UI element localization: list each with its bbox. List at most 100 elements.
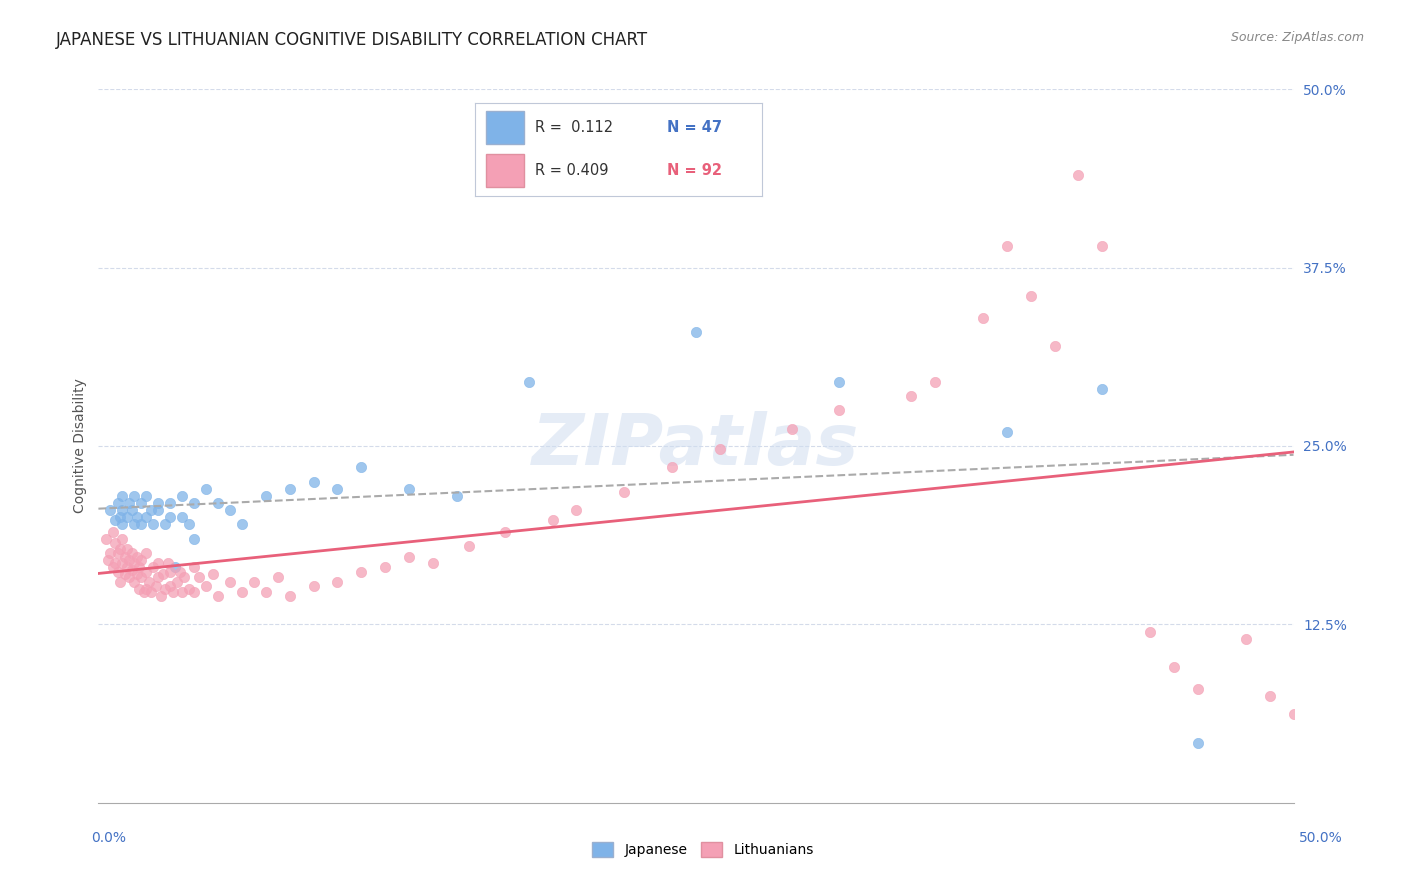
- Point: [156, 556, 179, 570]
- Point: [118, 553, 141, 567]
- Point: [118, 570, 141, 584]
- Point: [187, 570, 209, 584]
- Point: [243, 574, 266, 589]
- Point: [118, 496, 141, 510]
- Point: [374, 560, 396, 574]
- Point: [302, 475, 325, 489]
- Point: [148, 570, 170, 584]
- Point: [173, 570, 195, 584]
- Point: [135, 489, 157, 503]
- Point: [195, 482, 218, 496]
- Point: [172, 510, 194, 524]
- Point: [183, 560, 205, 574]
- Point: [828, 403, 851, 417]
- Point: [145, 579, 167, 593]
- Point: [159, 579, 181, 593]
- Point: [828, 375, 851, 389]
- Point: [148, 496, 170, 510]
- Point: [125, 510, 148, 524]
- Point: [135, 582, 157, 596]
- Point: [131, 570, 153, 584]
- Point: [111, 556, 134, 570]
- Point: [565, 503, 588, 517]
- Point: [108, 541, 131, 556]
- Point: [166, 574, 188, 589]
- Point: [1043, 339, 1066, 353]
- Point: [326, 482, 349, 496]
- Point: [107, 496, 129, 510]
- Point: [207, 496, 229, 510]
- Point: [1091, 239, 1114, 253]
- Point: [179, 582, 201, 596]
- Point: [115, 560, 138, 574]
- Point: [104, 536, 127, 550]
- Point: [107, 546, 129, 560]
- Text: 0.0%: 0.0%: [91, 831, 127, 846]
- Text: Source: ZipAtlas.com: Source: ZipAtlas.com: [1230, 31, 1364, 45]
- Point: [128, 560, 150, 574]
- Point: [107, 565, 129, 579]
- Point: [101, 560, 124, 574]
- Point: [125, 567, 148, 582]
- Point: [98, 546, 122, 560]
- Point: [114, 550, 136, 565]
- Point: [326, 574, 349, 589]
- Point: [135, 510, 157, 524]
- Point: [458, 539, 481, 553]
- Point: [1091, 382, 1114, 396]
- Point: [169, 565, 191, 579]
- Point: [661, 460, 683, 475]
- Point: [183, 532, 205, 546]
- Point: [398, 550, 420, 565]
- Point: [183, 584, 205, 599]
- Point: [111, 532, 134, 546]
- Point: [179, 517, 201, 532]
- Point: [155, 582, 177, 596]
- Point: [1234, 632, 1257, 646]
- Point: [108, 510, 131, 524]
- Point: [139, 503, 162, 517]
- Point: [183, 496, 205, 510]
- Point: [1163, 660, 1185, 674]
- Point: [148, 503, 170, 517]
- Point: [172, 489, 194, 503]
- Point: [1282, 707, 1305, 722]
- Point: [1187, 681, 1209, 696]
- Point: [350, 460, 373, 475]
- Point: [111, 503, 134, 517]
- Point: [780, 422, 803, 436]
- Point: [135, 565, 157, 579]
- Text: 50.0%: 50.0%: [1299, 831, 1343, 846]
- Point: [972, 310, 994, 325]
- Point: [94, 532, 117, 546]
- Point: [128, 582, 150, 596]
- Point: [159, 565, 181, 579]
- Point: [278, 482, 301, 496]
- Point: [138, 574, 160, 589]
- Point: [1187, 736, 1209, 750]
- Point: [159, 510, 181, 524]
- Point: [254, 489, 277, 503]
- Point: [709, 442, 731, 456]
- Y-axis label: Cognitive Disability: Cognitive Disability: [73, 378, 87, 514]
- Point: [219, 574, 242, 589]
- Point: [685, 325, 707, 339]
- Point: [1019, 289, 1042, 303]
- Point: [124, 489, 146, 503]
- Point: [131, 553, 153, 567]
- Point: [995, 239, 1018, 253]
- Point: [517, 375, 540, 389]
- Point: [278, 589, 301, 603]
- Point: [121, 563, 143, 577]
- Point: [125, 550, 148, 565]
- Point: [398, 482, 420, 496]
- Point: [195, 579, 218, 593]
- Point: [155, 517, 177, 532]
- Point: [422, 556, 444, 570]
- Point: [131, 496, 153, 510]
- Point: [541, 513, 564, 527]
- Point: [108, 574, 131, 589]
- Point: [98, 503, 122, 517]
- Point: [111, 517, 134, 532]
- Point: [121, 503, 143, 517]
